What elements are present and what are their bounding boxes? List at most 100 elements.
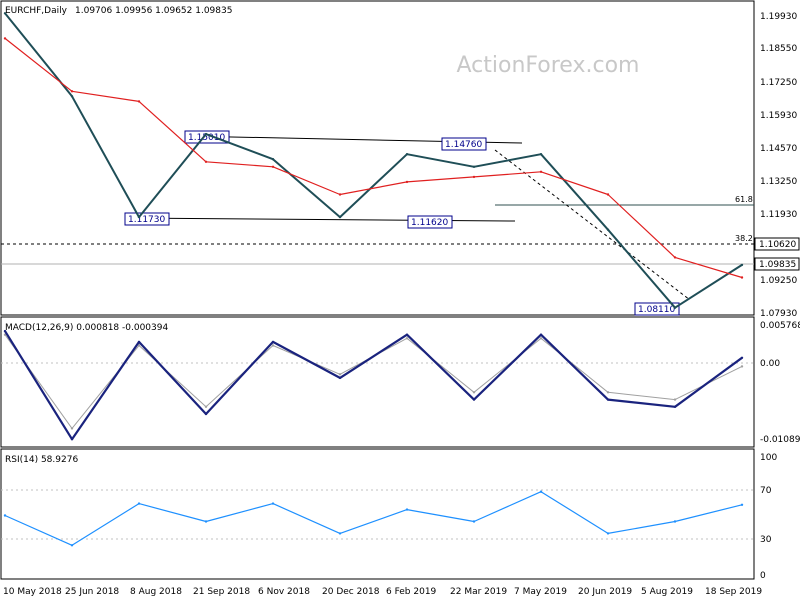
price-point xyxy=(405,153,409,156)
moving-average-point xyxy=(338,193,342,196)
x-tick: 7 May 2019 xyxy=(514,587,567,597)
price-panel-frame xyxy=(0,0,755,316)
level-value-box xyxy=(754,237,800,251)
moving-average-point xyxy=(3,37,7,40)
macd-signal-point xyxy=(539,337,543,340)
level-value-label: 1.10620 xyxy=(759,240,796,250)
macd-point xyxy=(271,340,275,344)
fib-382-label: 38.2 xyxy=(735,234,753,243)
callout-box xyxy=(634,302,680,316)
x-tick: 21 Sep 2018 xyxy=(193,587,250,597)
callout-label: 1.14760 xyxy=(445,140,482,150)
macd-line xyxy=(4,330,743,441)
macd-point xyxy=(3,329,7,333)
rsi-point xyxy=(137,502,141,505)
price-series xyxy=(3,12,744,309)
x-tick: 6 Nov 2018 xyxy=(258,587,310,597)
price-tick: 1.07930 xyxy=(760,309,797,319)
price-point xyxy=(740,263,744,267)
callout-label: 1.08110 xyxy=(638,305,675,315)
x-tick: 10 May 2018 xyxy=(3,587,62,597)
price-line xyxy=(4,12,743,309)
price-tick: 1.14570 xyxy=(760,144,797,154)
rsi-line xyxy=(4,491,743,546)
x-tick: 5 Aug 2019 xyxy=(641,587,693,597)
rsi-point xyxy=(405,508,409,511)
rsi-point xyxy=(70,544,74,547)
macd-signal-point xyxy=(137,344,141,347)
rsi-tick: 0 xyxy=(760,571,766,581)
macd-point xyxy=(405,333,409,336)
price-point xyxy=(539,153,543,156)
price-point xyxy=(673,306,677,309)
macd-tick: 0.00 xyxy=(760,359,780,369)
price-point xyxy=(204,132,208,136)
falling-trend-line xyxy=(494,149,691,301)
moving-average-point xyxy=(740,276,744,279)
current-price-box xyxy=(754,257,800,271)
rsi-point xyxy=(472,520,476,523)
rsi-tick: 70 xyxy=(760,486,772,496)
rsi-point xyxy=(271,502,275,505)
ohlc-label: 1.09706 1.09956 1.09652 1.09835 xyxy=(75,6,232,16)
price-point xyxy=(70,95,74,98)
x-tick: 20 Dec 2018 xyxy=(322,587,380,597)
macd-tick: -0.010894 xyxy=(760,435,800,445)
macd-point xyxy=(204,412,208,416)
macd-point xyxy=(740,356,744,359)
callout-box xyxy=(407,215,453,229)
macd-point xyxy=(606,398,610,401)
price-point xyxy=(271,158,275,161)
callout-label: 1.15010 xyxy=(188,133,225,143)
macd-signal-point xyxy=(405,337,409,340)
price-tick: 1.15930 xyxy=(760,111,797,121)
macd-point xyxy=(338,376,342,380)
rsi-point xyxy=(606,532,610,535)
price-tick: 1.09250 xyxy=(760,276,797,286)
moving-average-point xyxy=(137,100,141,103)
callout-box xyxy=(124,212,170,226)
macd-signal-series xyxy=(3,333,744,430)
x-tick: 18 Sep 2019 xyxy=(705,587,762,597)
macd-point xyxy=(539,333,543,336)
x-axis: 10 May 2018 25 Jun 2018 8 Aug 2018 21 Se… xyxy=(3,587,762,597)
price-tick: 1.11930 xyxy=(760,210,797,220)
macd-point xyxy=(137,340,141,344)
moving-average-point xyxy=(405,180,409,184)
macd-signal-point xyxy=(472,391,476,394)
moving-average-point xyxy=(70,90,74,93)
moving-average-point xyxy=(204,160,208,163)
rsi-point xyxy=(740,503,744,506)
moving-average-point xyxy=(271,165,275,168)
moving-average-point xyxy=(539,170,543,173)
macd-signal-line xyxy=(4,334,743,429)
macd-signal-point xyxy=(740,365,744,368)
lower-channel-line xyxy=(124,217,516,222)
macd-series xyxy=(3,329,744,441)
rsi-point xyxy=(204,520,208,523)
macd-point xyxy=(472,398,476,401)
current-price-label: 1.09835 xyxy=(759,260,796,270)
x-tick: 20 Jun 2019 xyxy=(578,587,632,597)
moving-average-series xyxy=(3,37,744,279)
x-tick: 8 Aug 2018 xyxy=(130,587,182,597)
price-point xyxy=(338,215,342,219)
callout-box xyxy=(441,137,487,151)
rsi-point xyxy=(338,532,342,535)
price-point xyxy=(137,215,141,219)
callouts: 1.15010 1.14760 1.11730 1.11620 1.08110 xyxy=(124,130,680,316)
symbol-label: EURCHF,Daily xyxy=(5,6,68,16)
rsi-label: RSI(14) 58.9276 xyxy=(5,455,78,465)
x-tick: 22 Mar 2019 xyxy=(450,587,507,597)
price-axis: 1.19930 1.18550 1.17250 1.15930 1.14570 … xyxy=(760,12,797,319)
rsi-point xyxy=(673,520,677,523)
price-point xyxy=(3,12,7,15)
macd-signal-point xyxy=(673,398,677,401)
rsi-tick: 30 xyxy=(760,535,772,545)
price-tick: 1.18550 xyxy=(760,44,797,54)
macd-signal-point xyxy=(204,405,208,408)
moving-average-point xyxy=(472,175,476,179)
macd-label: MACD(12,26,9) 0.000818 -0.000394 xyxy=(5,323,168,333)
macd-point xyxy=(70,438,74,441)
